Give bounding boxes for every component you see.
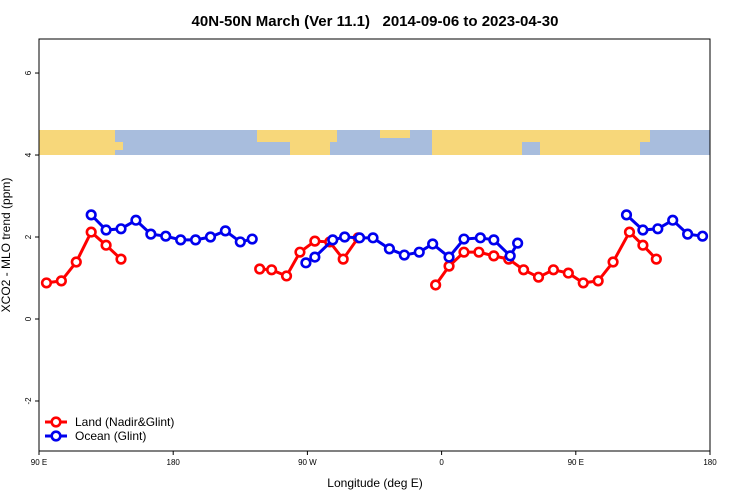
land: [432, 142, 522, 155]
point: [607, 256, 619, 268]
point: [458, 246, 470, 258]
point: [696, 230, 709, 242]
x-tick-label: 90 W: [298, 458, 317, 467]
x-tick-label: 90 E: [31, 458, 47, 467]
series-line: [46, 229, 123, 285]
point: [70, 256, 82, 268]
series-line: [434, 229, 658, 286]
point: [115, 223, 127, 235]
point: [294, 246, 306, 258]
point: [443, 251, 455, 263]
y-tick-label: 0: [24, 316, 33, 321]
legend-label: Ocean (Glint): [75, 429, 146, 443]
point: [667, 214, 679, 226]
point: [430, 279, 442, 291]
plot-frame: [38, 38, 711, 452]
point: [254, 263, 266, 275]
point: [160, 230, 172, 242]
point: [219, 225, 231, 237]
point: [100, 239, 112, 251]
point: [145, 228, 157, 240]
point: [488, 234, 500, 246]
point: [339, 231, 351, 243]
point: [592, 275, 604, 287]
map-band: [39, 130, 710, 155]
series-line: [305, 235, 519, 265]
point: [512, 237, 524, 249]
point: [189, 234, 202, 246]
point: [309, 251, 321, 263]
point: [532, 271, 545, 283]
point: [55, 275, 67, 287]
point: [246, 233, 258, 245]
point: [488, 250, 500, 262]
land: [39, 130, 115, 155]
land: [257, 130, 337, 142]
land: [115, 142, 123, 150]
y-tick-label: -2: [24, 397, 33, 405]
point: [637, 239, 649, 251]
land: [432, 130, 650, 142]
y-tick-label: 6: [24, 70, 33, 75]
point: [100, 224, 112, 236]
legend-label: Land (Nadir&Glint): [75, 415, 174, 429]
point: [427, 238, 439, 250]
y-axis-label: XCO2 - MLO trend (ppm): [0, 178, 13, 313]
chart-title: 40N-50N March (Ver 11.1) 2014-09-06 to 2…: [192, 13, 559, 30]
point: [234, 236, 246, 248]
land: [540, 142, 640, 155]
point: [650, 253, 662, 265]
point: [327, 234, 339, 246]
point: [130, 214, 142, 226]
point: [337, 253, 349, 265]
land: [290, 142, 330, 155]
point: [623, 226, 636, 238]
point: [383, 243, 396, 255]
point: [577, 277, 589, 289]
point: [620, 209, 633, 221]
point: [518, 264, 530, 276]
point: [280, 270, 293, 282]
point: [40, 277, 53, 289]
point: [504, 250, 516, 262]
legend-marker: [50, 416, 62, 428]
point: [300, 257, 312, 269]
point: [85, 209, 97, 221]
point: [547, 264, 560, 276]
point: [353, 232, 366, 244]
point: [652, 223, 664, 235]
y-tick-label: 2: [24, 234, 33, 239]
point: [266, 264, 278, 276]
point: [443, 260, 455, 272]
point: [474, 232, 486, 244]
point: [309, 235, 321, 247]
point: [562, 267, 574, 279]
point: [204, 231, 217, 243]
point: [367, 232, 379, 244]
land: [380, 130, 410, 138]
legend-marker: [50, 430, 62, 442]
x-tick-label: 90 E: [568, 458, 584, 467]
point: [398, 249, 410, 261]
x-tick-label: 180: [703, 458, 717, 467]
point: [682, 228, 694, 240]
x-axis-label: Longitude (deg E): [327, 476, 422, 490]
x-tick-label: 0: [439, 458, 444, 467]
point: [458, 233, 470, 245]
y-tick-label: 4: [24, 152, 33, 157]
point: [115, 253, 127, 265]
point: [473, 246, 485, 258]
x-tick-label: 180: [167, 458, 181, 467]
point: [85, 226, 97, 238]
point: [175, 234, 187, 246]
point: [413, 246, 425, 258]
point: [637, 224, 649, 236]
